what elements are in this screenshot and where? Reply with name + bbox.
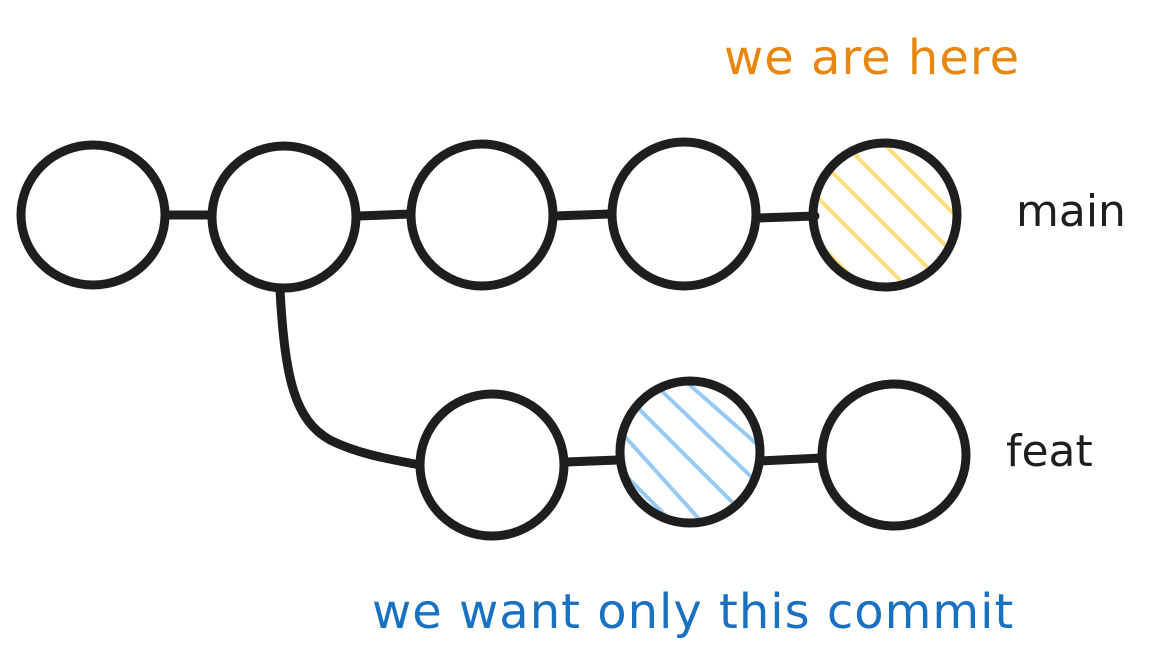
commit-main-2[interactable] (207, 141, 361, 293)
commit-feat-1[interactable] (415, 389, 569, 541)
feat-branch-edges (561, 453, 827, 467)
commit-feat-3[interactable] (817, 379, 971, 531)
commit-main-1[interactable] (16, 140, 170, 290)
main-branch-edges (161, 209, 820, 223)
commit-main-3[interactable] (406, 139, 558, 291)
edge-branch-off (275, 285, 425, 470)
main-branch-commits (16, 137, 962, 293)
feat-branch-commits (415, 376, 971, 541)
commit-main-5-head[interactable] (808, 138, 962, 292)
edge-feat-1-2 (561, 455, 623, 467)
feat-target-hatch (620, 380, 760, 520)
current-position-note: we are here (724, 30, 1021, 86)
branch-label-feat: feat (1006, 426, 1093, 477)
edge-feat-2-3 (755, 453, 827, 466)
commit-main-4[interactable] (607, 137, 761, 291)
commit-feat-2-target[interactable] (615, 376, 765, 528)
edge-main-3-4 (549, 209, 615, 221)
target-commit-note: we want only this commit (372, 584, 1015, 640)
edge-main-4-5 (755, 211, 820, 223)
edge-main-2-3 (353, 209, 415, 221)
branch-label-main: main (1016, 186, 1126, 237)
